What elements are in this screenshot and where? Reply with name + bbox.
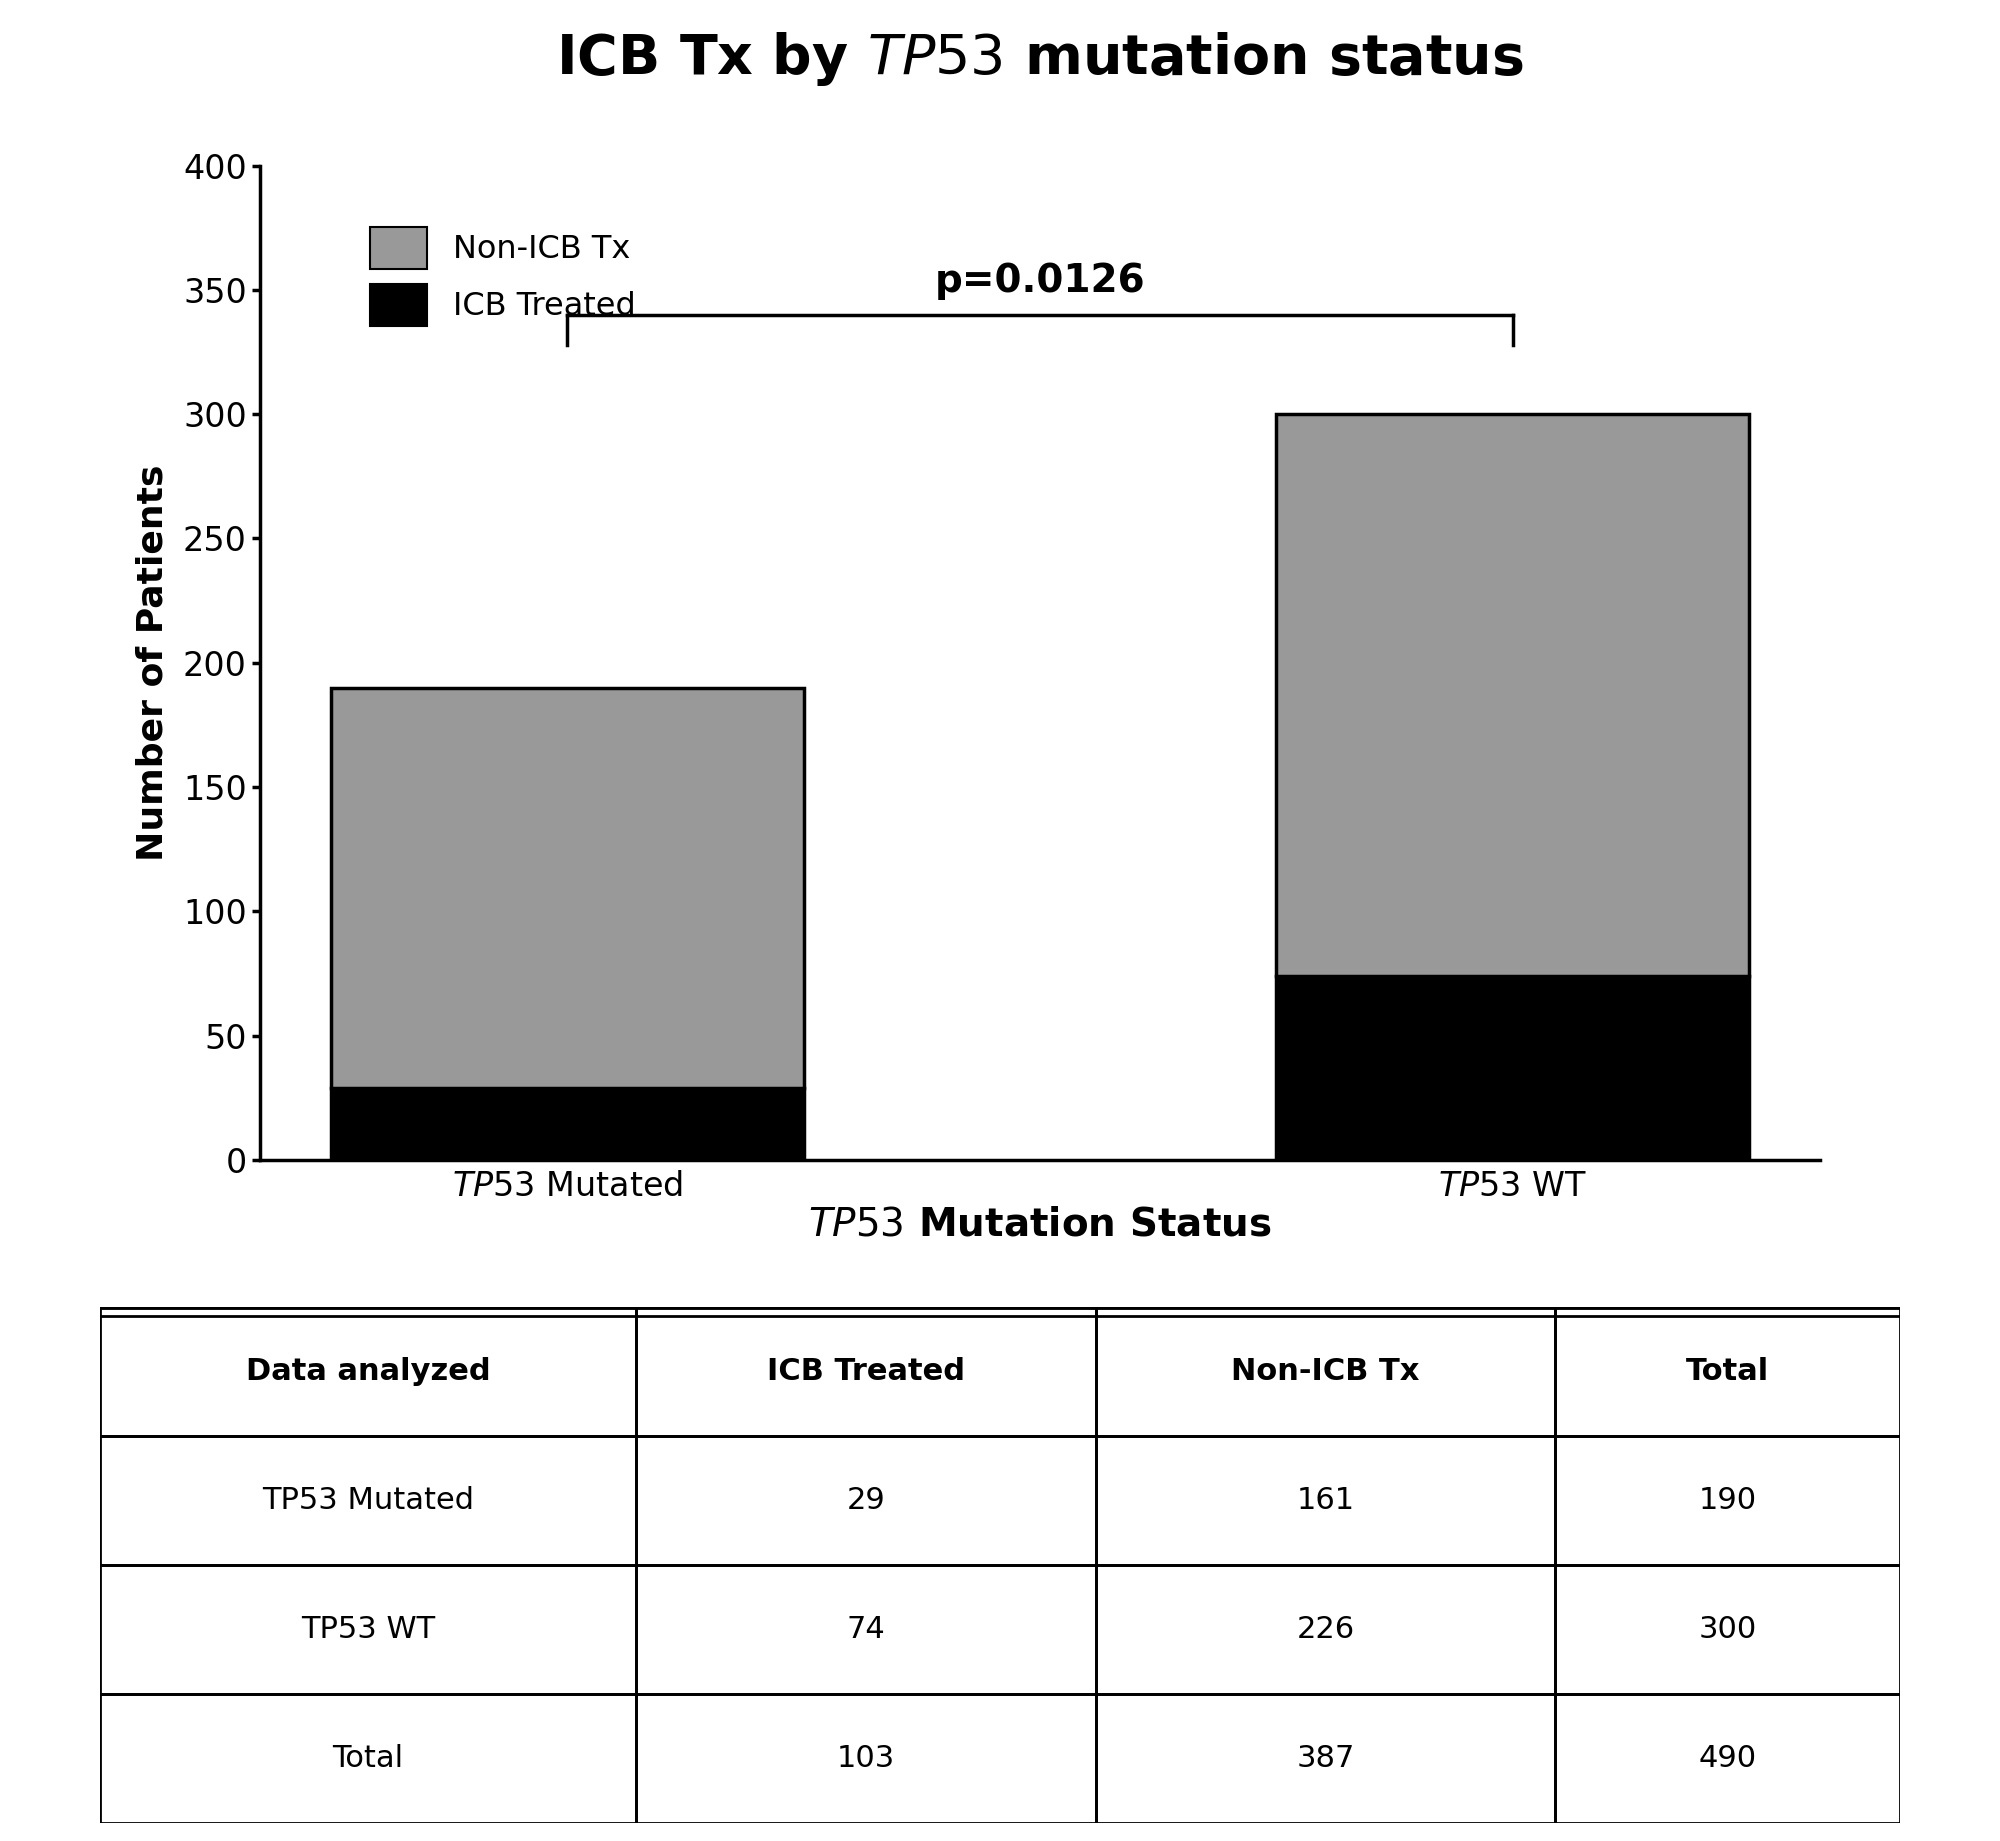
Text: $\bf{\it{TP53}}$ Mutation Status: $\bf{\it{TP53}}$ Mutation Status (808, 1206, 1272, 1245)
Legend: Non-ICB Tx, ICB Treated: Non-ICB Tx, ICB Treated (354, 212, 652, 341)
Bar (1096, 1436, 1556, 1565)
Bar (100, 1694, 636, 1823)
Text: 161: 161 (1296, 1486, 1354, 1515)
Text: 103: 103 (836, 1743, 896, 1773)
Text: 74: 74 (846, 1615, 886, 1644)
Y-axis label: Number of Patients: Number of Patients (136, 464, 170, 862)
Bar (100, 1307, 636, 1436)
Text: 300: 300 (1698, 1615, 1756, 1644)
Text: ICB Tx by $\bf{\it{TP53}}$ mutation status: ICB Tx by $\bf{\it{TP53}}$ mutation stat… (556, 29, 1524, 88)
Text: p=0.0126: p=0.0126 (934, 261, 1146, 300)
Bar (100, 1436, 636, 1565)
Text: 490: 490 (1698, 1743, 1756, 1773)
Bar (636, 1694, 1096, 1823)
Bar (1096, 1565, 1556, 1694)
Bar (1276, 976, 1750, 1160)
Bar (1096, 1694, 1556, 1823)
Text: Total: Total (1686, 1357, 1770, 1386)
Text: TP53 WT: TP53 WT (302, 1615, 436, 1644)
Text: TP53 Mutated: TP53 Mutated (262, 1486, 474, 1515)
Bar (330, 689, 804, 1088)
Bar (1556, 1694, 1900, 1823)
Text: 29: 29 (846, 1486, 886, 1515)
Text: 226: 226 (1296, 1615, 1354, 1644)
Text: Total: Total (332, 1743, 404, 1773)
Text: 387: 387 (1296, 1743, 1354, 1773)
Bar (636, 1565, 1096, 1694)
Bar (636, 1436, 1096, 1565)
Bar (330, 1088, 804, 1160)
Bar (636, 1307, 1096, 1436)
Text: Data analyzed: Data analyzed (246, 1357, 490, 1386)
Bar (1096, 1307, 1556, 1436)
Bar (1276, 414, 1750, 976)
Text: ICB Treated: ICB Treated (766, 1357, 964, 1386)
Bar (1556, 1307, 1900, 1436)
Text: 190: 190 (1698, 1486, 1756, 1515)
Text: Non-ICB Tx: Non-ICB Tx (1232, 1357, 1420, 1386)
Bar (100, 1565, 636, 1694)
Bar (1556, 1565, 1900, 1694)
Bar (1556, 1436, 1900, 1565)
